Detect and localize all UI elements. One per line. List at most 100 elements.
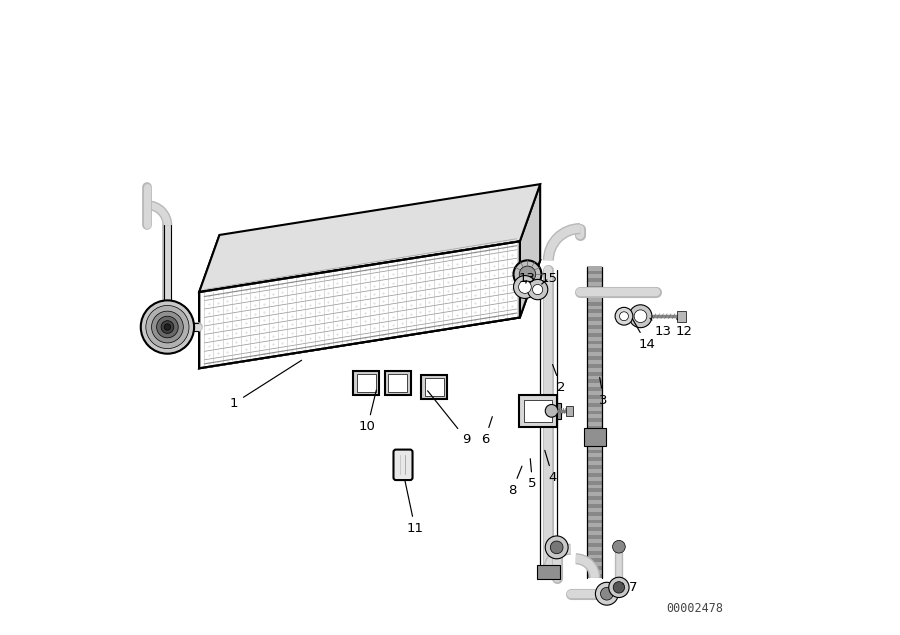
Text: 15: 15	[541, 272, 558, 284]
Bar	[587, 363, 602, 368]
Bar	[587, 391, 602, 395]
Bar	[587, 293, 602, 298]
Polygon shape	[199, 241, 520, 368]
Polygon shape	[199, 235, 220, 368]
Bar	[587, 535, 602, 539]
Bar	[587, 434, 602, 438]
Bar	[587, 425, 602, 430]
Bar	[587, 491, 602, 496]
Text: 3: 3	[599, 377, 608, 406]
Text: 6: 6	[481, 417, 492, 446]
Circle shape	[613, 540, 626, 553]
Bar	[587, 429, 602, 434]
Text: 13: 13	[519, 272, 536, 284]
Bar	[587, 305, 602, 309]
Bar	[587, 507, 602, 512]
Bar	[587, 387, 602, 391]
Text: 5: 5	[528, 458, 536, 490]
Bar	[587, 550, 602, 554]
Bar	[587, 278, 602, 282]
Bar	[587, 379, 602, 384]
Bar	[587, 371, 602, 376]
Bar	[587, 328, 602, 333]
Bar	[587, 414, 602, 418]
Circle shape	[518, 281, 531, 293]
Text: 4: 4	[544, 450, 557, 484]
Bar	[587, 266, 602, 271]
Bar	[587, 352, 602, 356]
Circle shape	[146, 305, 189, 349]
Bar	[587, 282, 602, 286]
Circle shape	[519, 266, 536, 283]
Bar	[587, 406, 602, 411]
Bar	[587, 286, 602, 290]
Bar	[587, 410, 602, 415]
Bar	[587, 309, 602, 314]
Bar	[587, 274, 602, 278]
Circle shape	[608, 577, 629, 598]
Bar	[587, 394, 602, 399]
Bar	[587, 441, 602, 446]
Polygon shape	[389, 374, 408, 392]
Bar	[587, 348, 602, 352]
Circle shape	[600, 587, 613, 600]
Bar	[587, 418, 602, 422]
Text: 13: 13	[650, 318, 671, 338]
Bar	[587, 500, 602, 504]
Bar	[587, 531, 602, 535]
Polygon shape	[199, 260, 540, 368]
Circle shape	[533, 284, 543, 295]
Text: 1: 1	[230, 360, 302, 410]
Polygon shape	[518, 395, 557, 427]
Circle shape	[161, 321, 174, 333]
Polygon shape	[520, 184, 540, 318]
Text: 2: 2	[553, 364, 565, 394]
Bar	[587, 340, 602, 344]
Polygon shape	[421, 375, 446, 399]
Polygon shape	[199, 184, 540, 292]
Bar	[587, 480, 602, 485]
Bar	[587, 476, 602, 481]
Bar	[587, 523, 602, 527]
Bar	[587, 527, 602, 531]
Bar	[587, 460, 602, 465]
Bar	[587, 566, 602, 570]
Bar	[587, 538, 602, 543]
Bar	[587, 472, 602, 477]
Bar	[587, 317, 602, 321]
Bar	[587, 488, 602, 492]
Bar	[587, 336, 602, 340]
Bar	[587, 558, 602, 563]
Text: 11: 11	[405, 480, 424, 535]
Text: 8: 8	[508, 466, 522, 497]
Bar	[587, 301, 602, 305]
Bar	[587, 554, 602, 558]
Circle shape	[545, 536, 568, 559]
Bar	[587, 504, 602, 508]
Bar	[587, 484, 602, 488]
Bar	[587, 321, 602, 325]
Bar	[587, 422, 602, 426]
Bar	[587, 398, 602, 403]
Bar	[587, 511, 602, 516]
Bar	[587, 313, 602, 318]
Circle shape	[550, 541, 563, 554]
Polygon shape	[425, 378, 444, 396]
Circle shape	[157, 316, 178, 338]
Bar	[565, 406, 573, 416]
Bar	[587, 573, 602, 578]
Bar	[536, 403, 561, 419]
Text: 7: 7	[623, 581, 637, 594]
Bar	[587, 367, 602, 371]
Bar	[587, 375, 602, 380]
Bar	[587, 290, 602, 294]
Bar	[587, 562, 602, 566]
Circle shape	[613, 582, 625, 593]
Circle shape	[140, 300, 194, 354]
Bar	[587, 495, 602, 500]
Circle shape	[151, 311, 184, 343]
Circle shape	[615, 307, 633, 325]
Circle shape	[596, 582, 618, 605]
Bar	[587, 465, 602, 469]
Bar	[587, 469, 602, 473]
